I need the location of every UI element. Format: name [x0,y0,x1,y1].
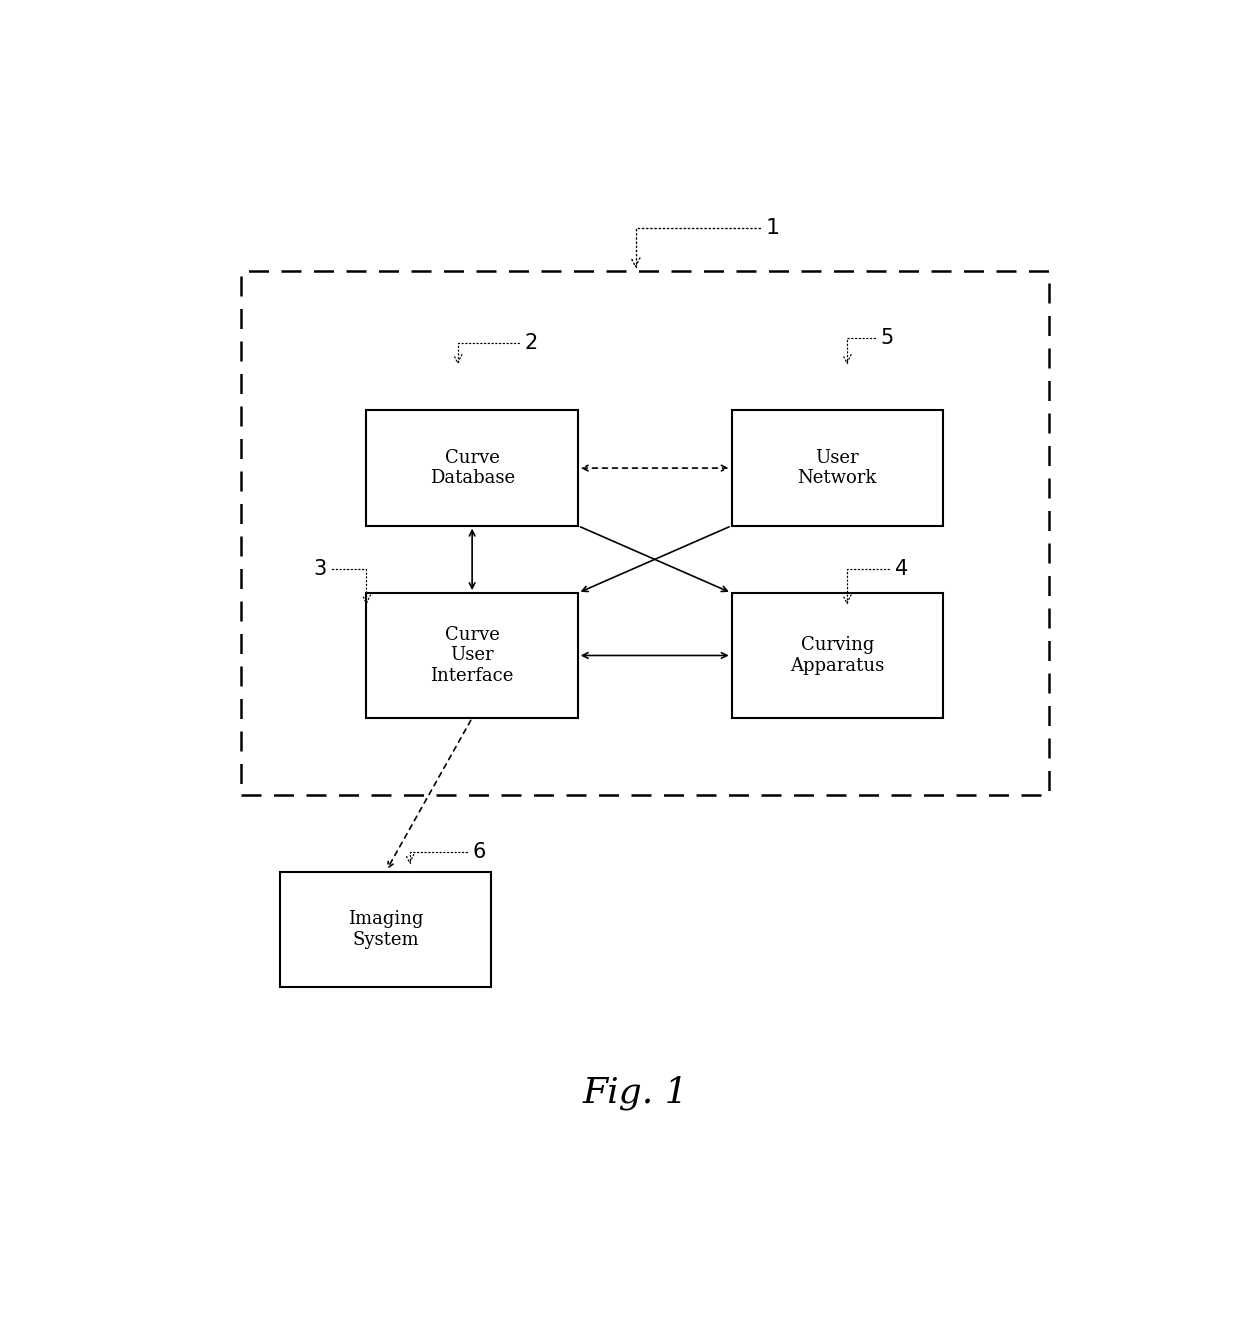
Text: 4: 4 [843,558,908,603]
Text: 2: 2 [454,333,538,363]
Text: Curve
User
Interface: Curve User Interface [430,626,513,685]
Text: Imaging
System: Imaging System [348,910,423,948]
Bar [280,872,491,986]
Bar [732,411,942,525]
Text: Fig. 1: Fig. 1 [583,1076,688,1110]
Bar [732,593,942,718]
Text: 3: 3 [314,558,371,603]
Text: Curve
Database: Curve Database [429,449,515,487]
Text: 1: 1 [631,217,780,267]
Text: 6: 6 [405,843,486,863]
Bar [367,411,578,525]
Text: User
Network: User Network [797,449,877,487]
Bar [242,271,1049,795]
Text: Curving
Apparatus: Curving Apparatus [790,636,884,674]
Text: 5: 5 [843,328,894,363]
Bar [367,593,578,718]
